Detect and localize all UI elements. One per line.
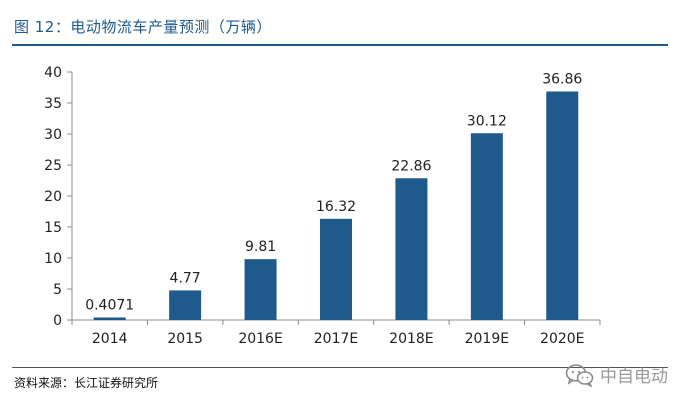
y-tick-label: 40 bbox=[44, 65, 62, 81]
figure-title: 图 12：电动物流车产量预测（万辆） bbox=[14, 18, 272, 36]
bar bbox=[169, 290, 202, 320]
y-tick-label: 20 bbox=[44, 189, 62, 205]
y-tick-label: 10 bbox=[44, 251, 62, 267]
bar bbox=[470, 133, 503, 320]
y-tick-label: 5 bbox=[53, 282, 62, 298]
y-tick-label: 30 bbox=[44, 127, 62, 143]
data-label: 30.12 bbox=[467, 113, 507, 129]
x-tick-label: 2015 bbox=[167, 331, 203, 347]
bar-chart: 0 5 10 15 20 25 30 35 40 2014 0.4071 2015 4.77 2016E 9… bbox=[44, 65, 601, 347]
x-tick-label: 2018E bbox=[389, 331, 433, 347]
title-divider bbox=[12, 44, 668, 46]
x-tick-label: 2019E bbox=[465, 331, 509, 347]
y-tick-label: 15 bbox=[44, 220, 62, 236]
data-label: 4.77 bbox=[170, 270, 201, 286]
data-label: 9.81 bbox=[245, 239, 276, 255]
x-tick-label: 2016E bbox=[238, 331, 282, 347]
footer-divider bbox=[12, 367, 668, 368]
data-label: 0.4071 bbox=[85, 297, 134, 313]
source-note: 资料来源：长江证券研究所 bbox=[14, 376, 159, 390]
data-label: 16.32 bbox=[316, 199, 356, 215]
watermark-text: 中自电动 bbox=[600, 367, 668, 387]
bar bbox=[244, 259, 277, 320]
y-tick-label: 0 bbox=[53, 313, 62, 329]
x-tick-label: 2014 bbox=[92, 331, 128, 347]
x-tick-label: 2020E bbox=[540, 331, 584, 347]
bar bbox=[320, 218, 352, 320]
bar bbox=[546, 91, 579, 320]
data-label: 36.86 bbox=[542, 71, 582, 87]
data-label: 22.86 bbox=[391, 158, 431, 174]
y-tick-label: 25 bbox=[44, 158, 62, 174]
y-tick-label: 35 bbox=[44, 96, 62, 112]
x-tick-label: 2017E bbox=[314, 331, 358, 347]
bar bbox=[93, 317, 126, 320]
bar bbox=[395, 178, 428, 320]
wechat-icon bbox=[565, 363, 594, 387]
watermark: 中自电动 bbox=[565, 362, 668, 387]
